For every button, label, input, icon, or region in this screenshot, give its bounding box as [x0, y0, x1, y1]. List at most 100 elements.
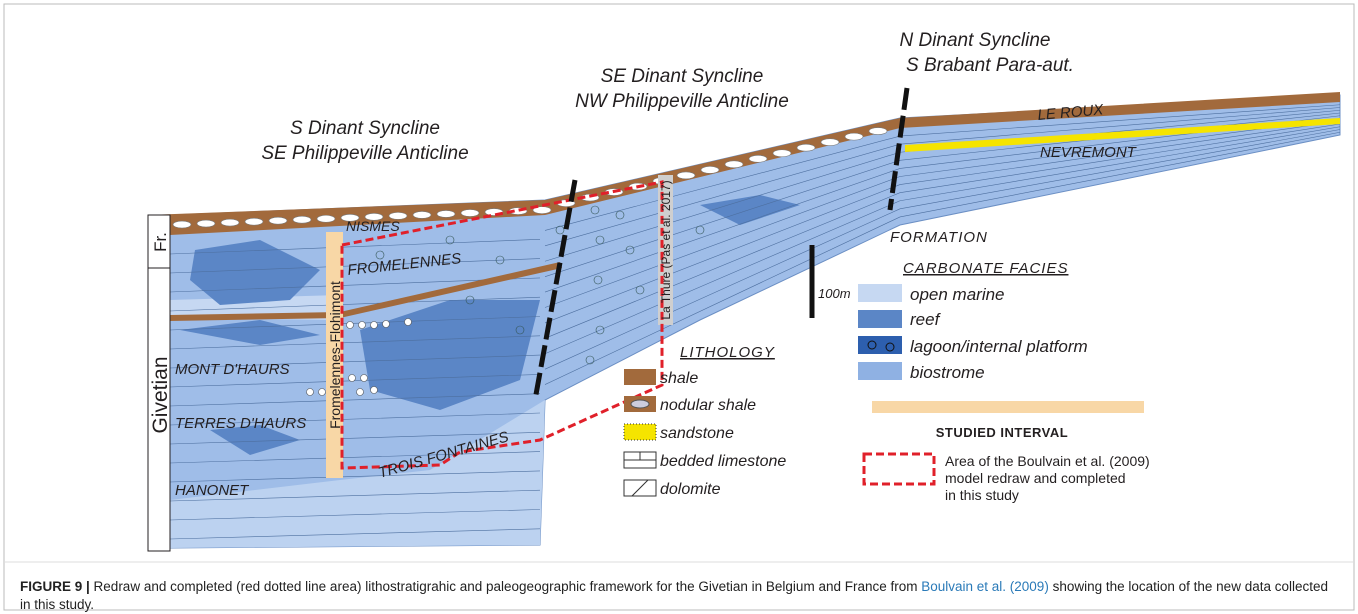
bed-line — [169, 432, 541, 445]
legend-label: Area of the Boulvain et al. (2009) — [945, 453, 1150, 469]
bed-line — [169, 451, 541, 464]
legend-swatch — [872, 401, 1144, 413]
lagoon-symbol — [356, 388, 364, 396]
open-marine — [170, 400, 545, 548]
region-label: S Dinant Syncline — [290, 118, 440, 139]
legend-label: open marine — [910, 285, 1005, 304]
legend-label: in this study — [945, 487, 1019, 503]
lagoon-symbol — [590, 205, 600, 215]
bed-line — [169, 470, 541, 483]
lagoon-symbol — [348, 374, 356, 382]
bed-line — [169, 335, 541, 350]
stage-label: Givetian — [149, 356, 172, 433]
reef — [360, 300, 540, 410]
lagoon-symbol — [360, 374, 368, 382]
fault — [532, 179, 578, 401]
lagoon-symbol — [635, 285, 645, 295]
formation-label: MONT D'HAURS — [175, 361, 290, 378]
shale-layer — [340, 262, 562, 318]
lagoon-symbol — [382, 320, 390, 328]
legend-label: model redraw and completed — [945, 470, 1126, 486]
nodule — [532, 206, 552, 214]
lagoon-symbol — [585, 355, 595, 365]
nodule — [820, 138, 840, 146]
nodule — [436, 210, 456, 218]
caption-label: FIGURE 9 | — [20, 579, 90, 594]
legend-label: nodular shale — [660, 397, 756, 414]
legend-swatch — [858, 362, 902, 380]
lagoon-symbol — [318, 388, 326, 396]
lagoon-symbol — [370, 321, 378, 329]
section-bar — [658, 175, 673, 325]
nodule — [364, 213, 384, 221]
lagoon-symbol — [695, 225, 705, 235]
lagoon-symbol — [593, 275, 603, 285]
legend-swatch — [624, 369, 656, 385]
nodule — [796, 143, 816, 152]
legend-title: FORMATION — [890, 229, 988, 246]
legend-symbol — [630, 399, 650, 409]
legend-swatch — [858, 336, 902, 354]
bed-line — [169, 258, 541, 274]
bed-line — [169, 239, 541, 255]
lagoon-symbol — [515, 325, 525, 335]
lagoon-symbol — [445, 235, 455, 245]
caption-text: showing the location of the new data col… — [20, 579, 1328, 612]
region-label: SE Philippeville Anticline — [261, 143, 468, 164]
nodule — [748, 155, 768, 163]
legend-symbol — [631, 479, 649, 497]
lagoon-symbol — [358, 321, 366, 329]
legend-label: STUDIED INTERVAL — [936, 425, 1068, 440]
reef — [180, 320, 320, 345]
section-label: La Thure (Pas et al. 2017) — [659, 180, 673, 319]
legend-title: LITHOLOGY — [680, 344, 775, 361]
lagoon-symbol — [625, 245, 635, 255]
nodule — [388, 212, 408, 220]
nodule — [172, 220, 192, 229]
legend-title: CARBONATE FACIES — [903, 260, 1068, 277]
stage-column — [147, 214, 171, 552]
region-label: N Dinant Syncline — [899, 30, 1050, 51]
formation-label: TERRES D'HAURS — [175, 415, 306, 432]
formation-label: HANONET — [175, 482, 250, 499]
region-label: SE Dinant Syncline — [601, 66, 764, 87]
frame — [3, 3, 1355, 611]
caption-text: Redraw and completed (red dotted line ar… — [89, 579, 922, 594]
lagoon-symbol — [306, 388, 314, 396]
shale-layer — [148, 92, 1340, 235]
legend-symbol — [867, 340, 877, 350]
legend-swatch — [623, 423, 657, 441]
lagoon-symbol — [555, 225, 565, 235]
bed-line — [169, 509, 541, 521]
formation-label: LE ROUX — [1037, 101, 1105, 124]
nodule — [292, 215, 312, 224]
bed-line — [169, 374, 541, 388]
lagoon-symbol — [495, 255, 505, 265]
legend-label: dolomite — [660, 481, 721, 498]
caption-link[interactable]: Boulvain et al. (2009) — [921, 579, 1049, 594]
nodule — [316, 214, 336, 223]
bed-line — [169, 393, 541, 407]
legend-label: bedded limestone — [660, 453, 786, 470]
lagoon-symbol — [615, 210, 625, 220]
formation-label: NISMES — [346, 218, 400, 234]
nodule — [772, 149, 792, 158]
lagoon-symbol — [595, 235, 605, 245]
nodule — [244, 217, 264, 226]
nodule — [196, 219, 216, 228]
formation-label: NEVREMONT — [1040, 144, 1138, 161]
legend-swatch — [862, 452, 936, 486]
lagoon-symbol — [346, 321, 354, 329]
nodule — [676, 171, 696, 180]
caption: FIGURE 9 | Redraw and completed (red dot… — [20, 578, 1340, 614]
lagoon-symbol — [404, 318, 412, 326]
lagoon-symbol — [595, 325, 605, 335]
nodule — [268, 216, 288, 225]
nodule — [868, 127, 888, 135]
legend-label: lagoon/internal platform — [910, 337, 1088, 356]
lagoon-symbol — [370, 386, 378, 394]
legend-symbol — [624, 452, 656, 461]
nodule — [844, 132, 864, 141]
legend-label: shale — [660, 370, 698, 387]
